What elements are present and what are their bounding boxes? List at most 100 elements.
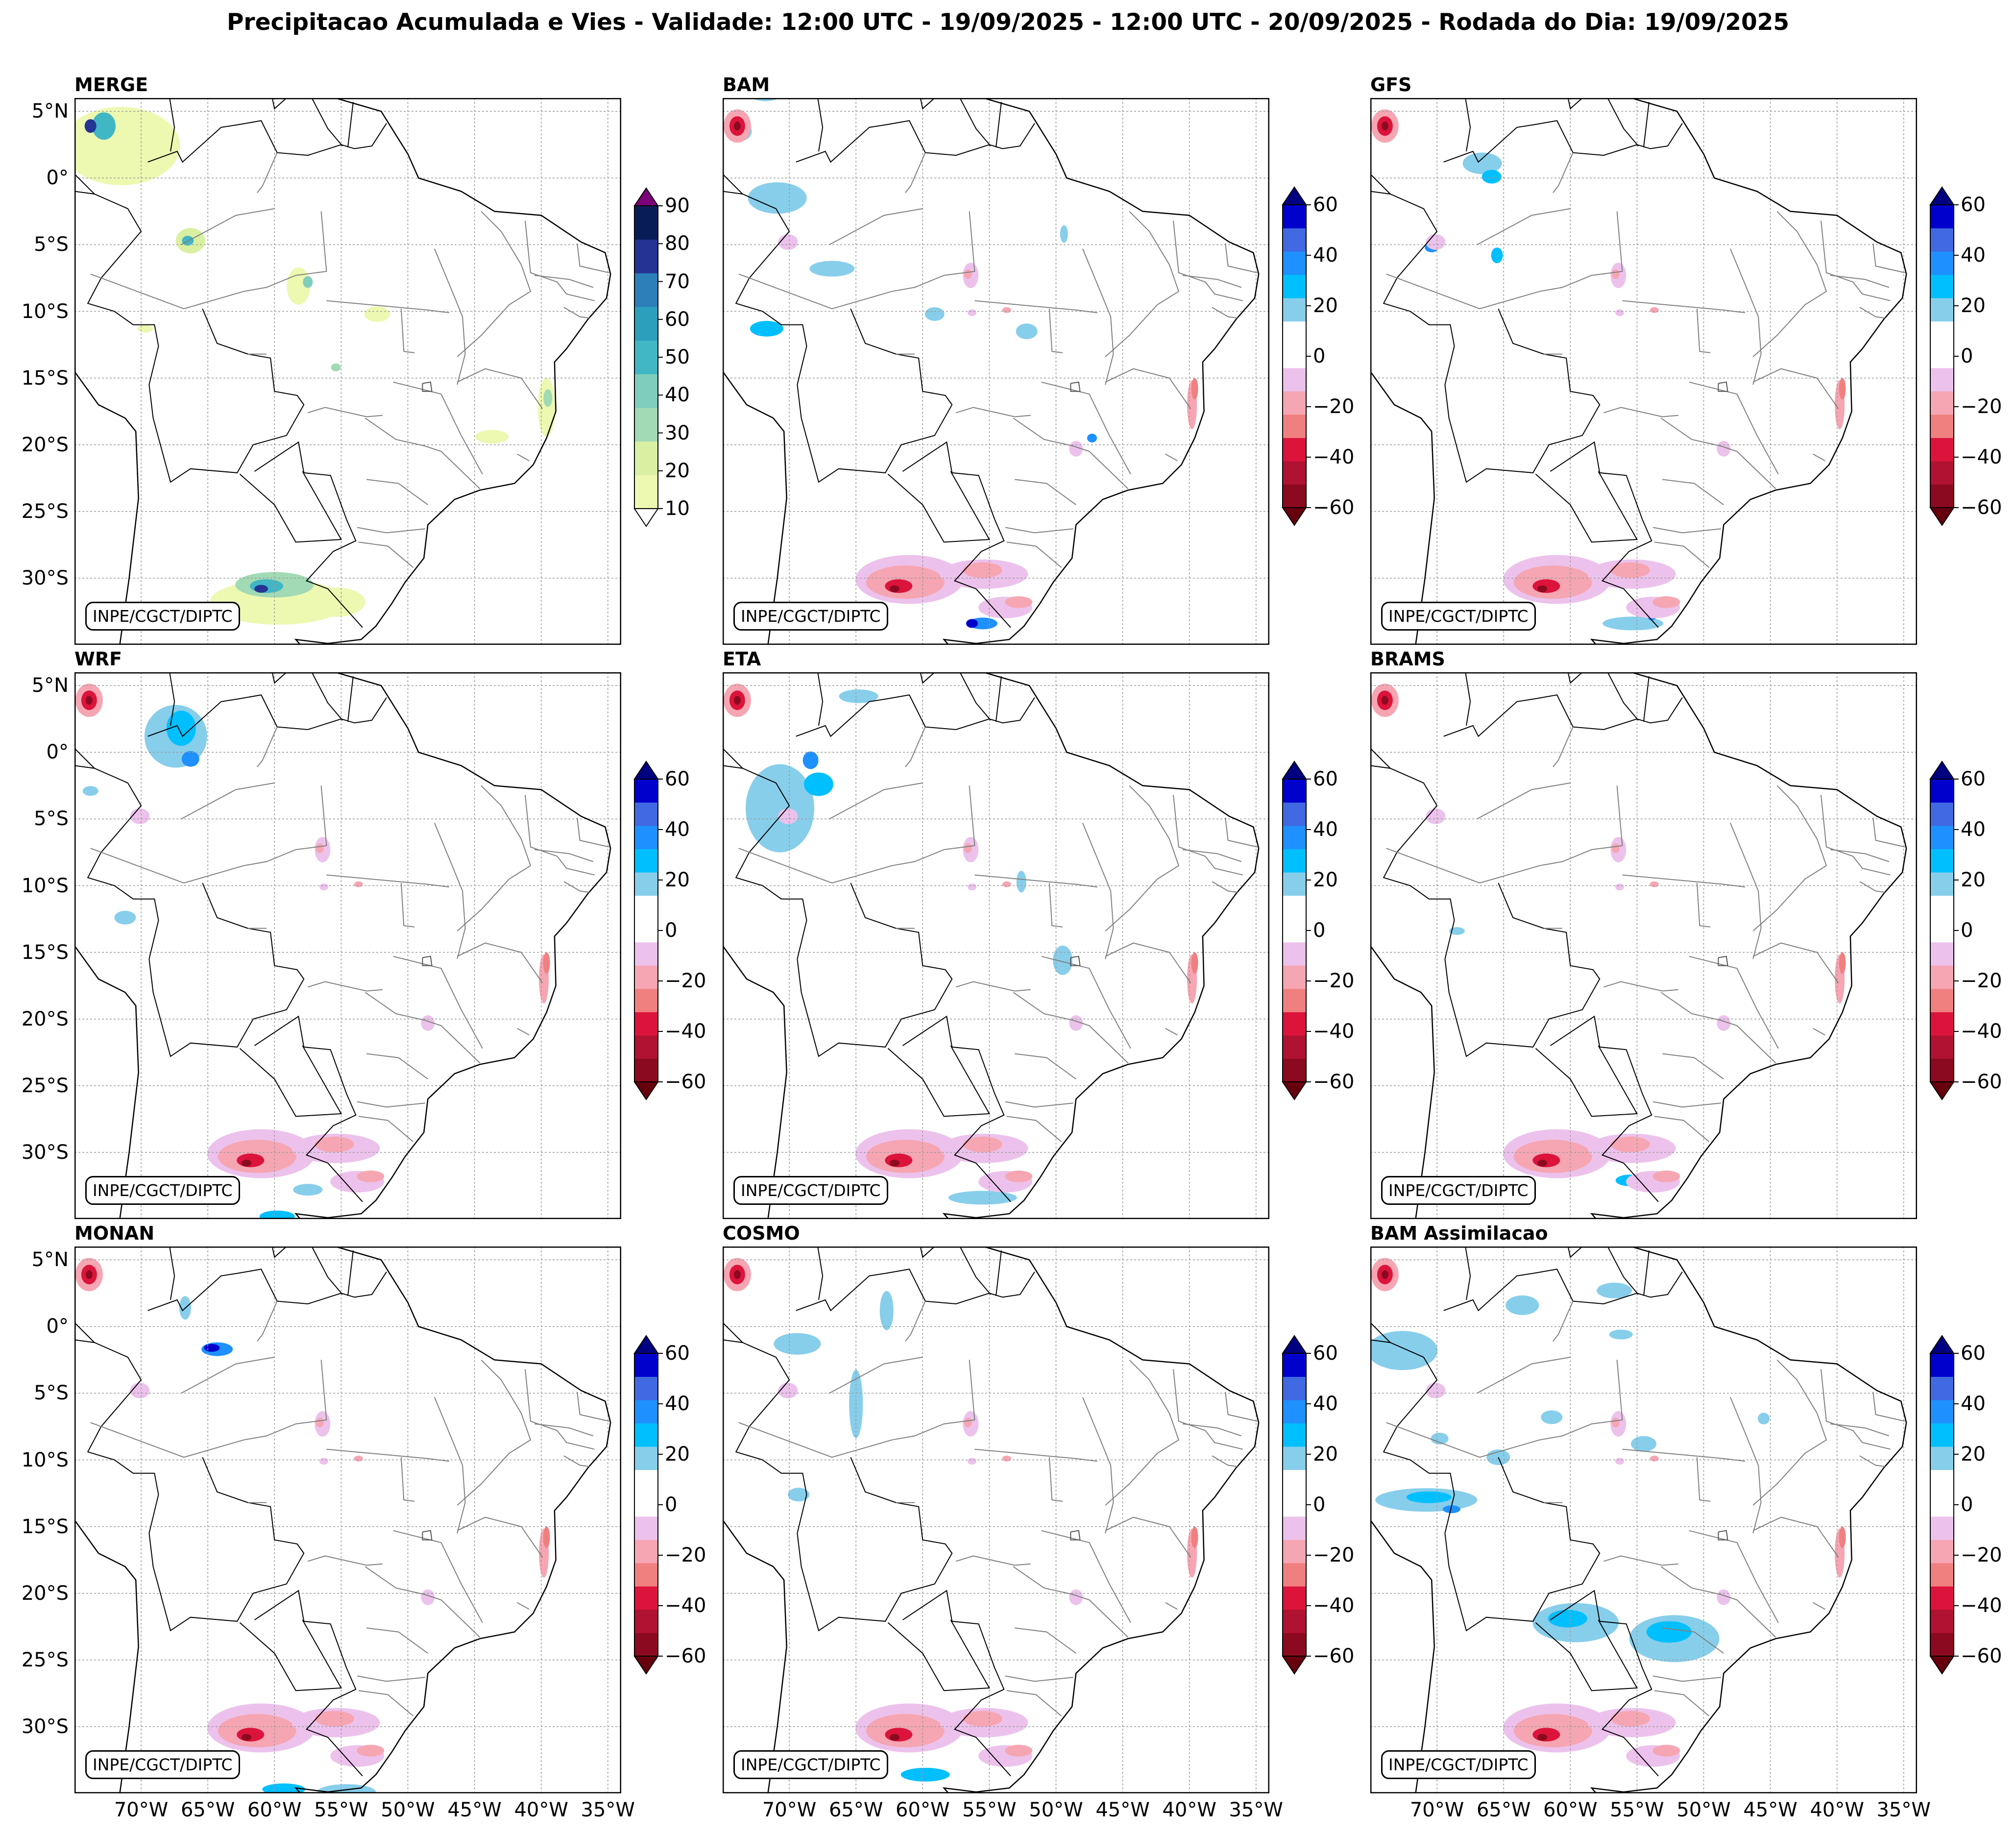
data-contour: [130, 1383, 150, 1398]
map-frame: [1370, 1247, 1917, 1793]
colorbar-segment: [1283, 321, 1306, 345]
colorbar-segment: [634, 1423, 658, 1447]
data-contour: [750, 320, 783, 337]
data-contour: [354, 881, 363, 887]
state-border: [974, 874, 1098, 888]
colorbar-tick-label: −60: [1961, 496, 2002, 519]
colorbar-segment: [1283, 1633, 1306, 1657]
state-border: [517, 1602, 530, 1610]
country-border: [1370, 765, 1601, 1057]
data-contour: [1758, 1413, 1770, 1425]
state-border: [326, 1448, 450, 1462]
state-border: [738, 848, 892, 884]
state-border: [534, 849, 594, 862]
state-border: [393, 381, 483, 475]
country-border: [1643, 102, 1650, 147]
precipitation-colorbar: [633, 187, 663, 527]
data-contour: [1060, 225, 1068, 243]
colorbar-segment: [1930, 1035, 1954, 1059]
state-border: [434, 1397, 466, 1534]
country-border: [311, 1247, 343, 1295]
country-border: [902, 1589, 1011, 1777]
country-border: [996, 102, 1002, 147]
data-contour: [948, 1191, 1017, 1205]
latitude-tick-label: 25°S: [21, 500, 69, 523]
data-contour: [303, 276, 313, 288]
colorbar-tick-label: 70: [665, 270, 690, 293]
data-contour: [964, 1418, 972, 1428]
country-border: [1443, 1269, 1683, 1312]
colorbar-segment: [634, 849, 658, 873]
latitude-tick-label: 30°S: [21, 1141, 69, 1164]
colorbar-segment: [1930, 1446, 1954, 1470]
credit-label: INPE/CGCT/DIPTC: [1381, 1750, 1536, 1779]
country-border: [74, 748, 95, 769]
credit-label: INPE/CGCT/DIPTC: [1381, 602, 1536, 631]
bias-colorbar: [1282, 760, 1311, 1100]
colorbar-tick-label: −40: [1961, 1594, 2002, 1617]
state-border: [1553, 152, 1574, 193]
data-contour: [1537, 1159, 1548, 1167]
colorbar-segment: [634, 273, 658, 307]
colorbar-segment: [1283, 438, 1306, 462]
colorbar-tick-label: 0: [1961, 345, 1973, 367]
state-border: [357, 527, 426, 534]
colorbar-segment: [1283, 1540, 1306, 1564]
colorbar-segment: [1930, 826, 1954, 850]
state-border: [457, 1359, 532, 1506]
state-border: [1048, 883, 1063, 928]
state-border: [457, 368, 543, 409]
colorbar-segment: [1930, 895, 1954, 919]
country-border: [817, 98, 824, 152]
federal-district: [1070, 955, 1081, 966]
state-border: [563, 881, 589, 893]
colorbar-tick-label: −20: [1961, 395, 2002, 418]
colorbar-tick-label: 60: [1961, 194, 1986, 216]
state-border: [257, 152, 278, 193]
data-contour: [1191, 952, 1198, 974]
data-contour: [964, 843, 972, 854]
colorbar-extend-min: [633, 1081, 659, 1100]
colorbar-tick-label: 60: [1961, 1342, 1986, 1365]
federal-district: [422, 955, 433, 966]
country-border: [311, 672, 343, 721]
state-border: [1477, 782, 1571, 820]
data-contour: [963, 1136, 1002, 1152]
longitude-tick-label: 65°W: [180, 1799, 235, 1821]
colorbar-tick-label: 60: [665, 1342, 690, 1365]
colorbar-segment: [1930, 942, 1954, 966]
data-contour: [315, 1136, 354, 1152]
country-border: [920, 672, 936, 684]
data-contour: [319, 883, 328, 891]
state-border: [892, 785, 975, 866]
state-border: [829, 782, 923, 820]
colorbar-tick-label: −20: [665, 970, 706, 992]
data-contour: [316, 843, 324, 854]
colorbar-segment: [1930, 872, 1954, 896]
country-border: [887, 1045, 991, 1117]
colorbar-segment: [1930, 1609, 1954, 1633]
state-border: [1662, 479, 1724, 506]
state-border: [563, 307, 589, 319]
state-border: [400, 309, 415, 353]
gridlines: [1370, 1247, 1917, 1793]
data-contour: [254, 585, 268, 593]
latitude-tick-label: 10°S: [21, 1448, 69, 1471]
state-border: [1212, 307, 1238, 319]
longitude-tick-label: 55°W: [962, 1799, 1017, 1821]
state-border: [1603, 407, 1678, 417]
colorbar-tick-label: −60: [1313, 1071, 1355, 1093]
data-contour: [1603, 616, 1664, 631]
data-contour: [316, 1418, 324, 1428]
colorbar-tick-label: 40: [1961, 1393, 1986, 1415]
colorbar-segment: [1283, 1353, 1306, 1377]
state-border: [1821, 220, 1891, 301]
state-border: [1830, 275, 1890, 288]
state-border: [1013, 992, 1129, 1064]
longitude-tick-label: 40°W: [1810, 1799, 1864, 1821]
data-contour: [778, 1383, 798, 1398]
state-border: [1813, 453, 1825, 462]
data-contour: [968, 1458, 976, 1465]
state-border: [366, 1627, 428, 1654]
latitude-tick-label: 5°S: [34, 1382, 69, 1405]
